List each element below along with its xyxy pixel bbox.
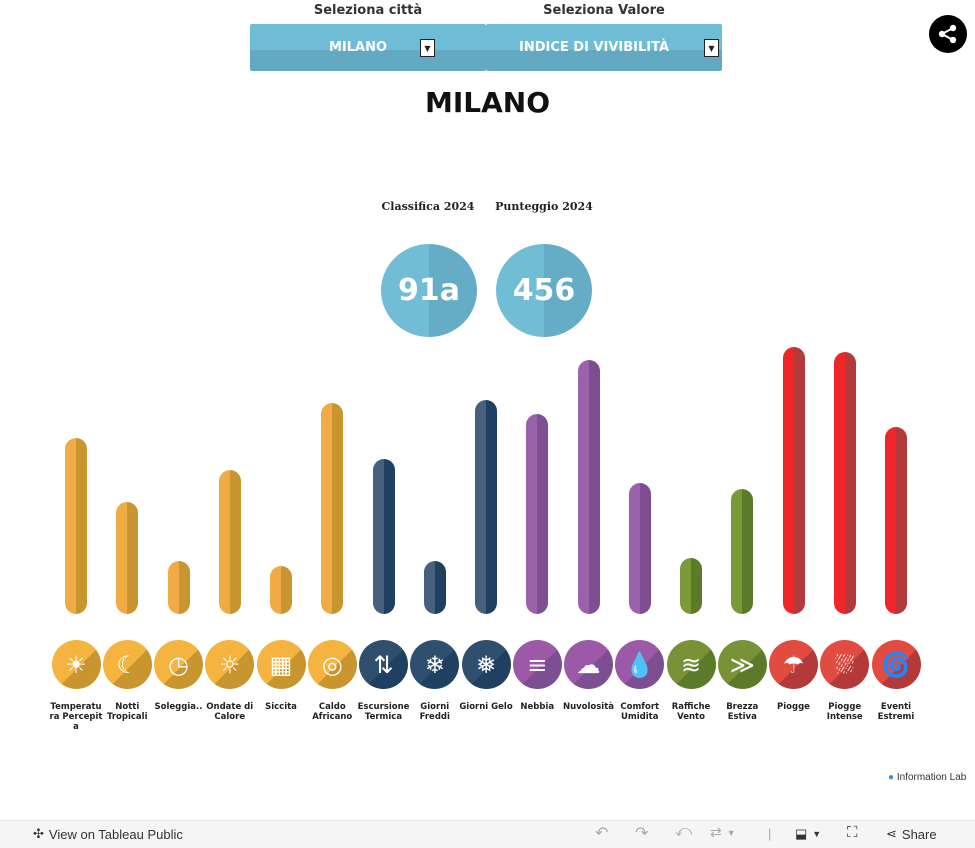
bar-piogge-intense[interactable]	[833, 352, 856, 614]
city-filter-label: Seleziona città	[313, 3, 423, 18]
moon-icon: ☾	[102, 640, 152, 689]
bar-giorni-gelo[interactable]	[475, 400, 497, 614]
bar-notti-tropicali[interactable]	[116, 501, 139, 614]
bar-eventi-estremi[interactable]	[885, 427, 907, 614]
information-lab-logo: ● Information Lab	[888, 772, 967, 783]
revert-button[interactable]: ⤺	[675, 823, 693, 840]
divider: |	[768, 826, 772, 841]
refresh-button[interactable]: ⇄ ▼	[710, 824, 736, 840]
bar-comfort-umidita[interactable]	[628, 483, 651, 614]
share-button[interactable]: ⋖ Share	[886, 826, 937, 842]
bar-ondate-di-calore[interactable]	[218, 469, 241, 614]
indicator-label: Raffiche Vento	[671, 702, 711, 722]
indicator-label: Piogge Intense	[826, 702, 863, 722]
metric-dropdown[interactable]: INDICE DI VIVIBILITÀ ▼	[486, 24, 722, 71]
chevron-down-icon[interactable]: ▼	[420, 39, 435, 57]
bar-giorni-freddi[interactable]	[423, 560, 446, 614]
score-value: 456	[496, 244, 592, 337]
indicator-label: Piogge	[777, 702, 810, 712]
breeze-icon: ≫	[717, 640, 767, 689]
indicator-label: Nebbia	[520, 702, 555, 712]
view-on-tableau-button[interactable]: ✣ View on Tableau Public	[33, 826, 183, 842]
sun-icon: ☀	[51, 640, 101, 689]
redo-button[interactable]: ↷	[635, 825, 649, 842]
rank-value: 91a	[381, 244, 477, 337]
cracked-ground-icon: ▦	[256, 640, 306, 689]
bar-soleggia-[interactable]	[167, 560, 190, 614]
indicator-label: Caldo Africano	[312, 702, 353, 722]
indicator-label: Siccita	[265, 702, 297, 712]
bar-nuvolosit-[interactable]	[577, 360, 600, 614]
sun-clock-icon: ◷	[154, 640, 203, 689]
metric-filter-label: Seleziona Valore	[543, 3, 665, 18]
indicator-label: Ondate di Calore	[206, 702, 254, 722]
share-icon: ⋖	[886, 826, 897, 841]
heavy-rain-icon: ⛆	[820, 640, 870, 689]
frost-thermometer-icon: ❅	[461, 640, 511, 689]
indicator-label: Soleggia..	[154, 702, 203, 712]
thermometer-updown-icon: ⇅	[359, 640, 408, 689]
indicator-label: Eventi Estremi	[877, 702, 915, 722]
rank-label: Classifica 2024	[381, 200, 475, 213]
bar-nebbia[interactable]	[526, 413, 549, 614]
snowflake-icon: ❄	[410, 640, 460, 689]
indicator-label: Comfort Umidita	[620, 702, 660, 722]
bar-brezza-estiva[interactable]	[731, 488, 754, 614]
page-title: MILANO	[424, 86, 551, 119]
bottom-toolbar: ✣ View on Tableau Public ↶ ↷ ⤺ ⇄ ▼ | ⬓ ▼…	[0, 820, 975, 848]
bar-siccita[interactable]	[270, 565, 292, 614]
hurricane-icon: 🌀	[871, 640, 921, 689]
bar-temperatura-percepita[interactable]	[65, 437, 87, 614]
indicator-label: Brezza Estiva	[726, 702, 759, 722]
indicator-label: Notti Tropicali	[107, 702, 148, 722]
bar-caldo-africano[interactable]	[321, 403, 344, 614]
rain-cloud-icon: ☂	[769, 640, 818, 689]
fog-icon: ≡	[512, 640, 562, 689]
bar-piogge[interactable]	[782, 347, 805, 614]
wind-icon: ≋	[666, 640, 716, 689]
city-dropdown-value: MILANO	[328, 40, 388, 55]
metric-dropdown-value: INDICE DI VIVIBILITÀ	[518, 40, 670, 55]
undo-button[interactable]: ↶	[595, 825, 609, 842]
hot-sun-rings-icon: ◎	[307, 640, 357, 689]
chevron-down-icon[interactable]: ▼	[704, 39, 719, 57]
bar-escursione-termica[interactable]	[372, 459, 395, 614]
humidity-drops-icon: 💧	[615, 640, 665, 689]
fullscreen-button[interactable]: ⛶	[847, 824, 858, 841]
heatwave-sun-icon: ☼	[205, 640, 255, 689]
bar-raffiche-vento[interactable]	[680, 557, 702, 614]
indicator-label: Giorni Gelo	[459, 702, 513, 712]
indicator-label: Nuvolosità	[562, 702, 615, 712]
view-on-tableau-label: View on Tableau Public	[48, 826, 183, 842]
cloud-icon: ☁	[564, 640, 613, 689]
download-button[interactable]: ⬓ ▼	[795, 826, 822, 841]
logo-text: Information Lab	[896, 772, 967, 783]
share-label: Share	[901, 826, 937, 842]
indicator-label: Temperatu ra Percepit a	[49, 702, 103, 732]
city-dropdown[interactable]: MILANO ▼	[250, 24, 486, 71]
tableau-icon: ✣	[33, 826, 44, 841]
score-label: Punteggio 2024	[495, 200, 593, 213]
share-icon[interactable]	[929, 15, 967, 53]
indicator-label: Escursione Termica	[357, 702, 410, 722]
indicator-label: Giorni Freddi	[419, 702, 450, 722]
